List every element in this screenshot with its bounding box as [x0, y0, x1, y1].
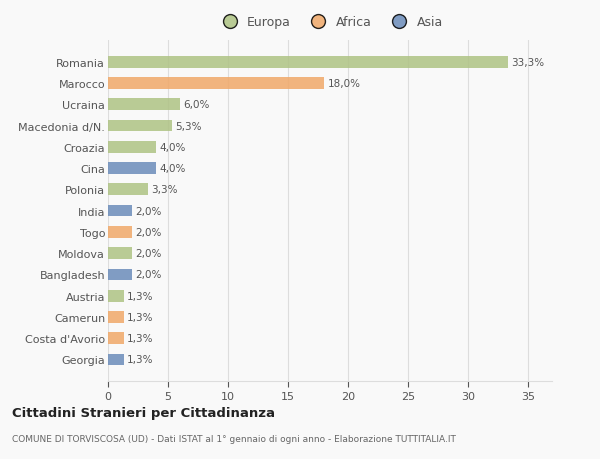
Text: Cittadini Stranieri per Cittadinanza: Cittadini Stranieri per Cittadinanza	[12, 406, 275, 419]
Bar	[108, 311, 124, 323]
Text: 18,0%: 18,0%	[328, 79, 361, 89]
Legend: Europa, Africa, Asia: Europa, Africa, Asia	[215, 14, 445, 32]
Text: 1,3%: 1,3%	[127, 334, 154, 343]
Bar	[108, 120, 172, 132]
Text: 2,0%: 2,0%	[136, 227, 162, 237]
Text: 1,3%: 1,3%	[127, 312, 154, 322]
Text: 2,0%: 2,0%	[136, 206, 162, 216]
Text: 4,0%: 4,0%	[160, 142, 186, 152]
Bar	[108, 78, 324, 90]
Text: 2,0%: 2,0%	[136, 270, 162, 280]
Bar	[108, 57, 508, 68]
Bar	[108, 290, 124, 302]
Text: 1,3%: 1,3%	[127, 355, 154, 365]
Text: 3,3%: 3,3%	[151, 185, 178, 195]
Bar	[108, 354, 124, 365]
Text: 5,3%: 5,3%	[175, 121, 202, 131]
Bar	[108, 248, 132, 259]
Text: 1,3%: 1,3%	[127, 291, 154, 301]
Bar	[108, 333, 124, 344]
Bar	[108, 269, 132, 280]
Bar	[108, 184, 148, 196]
Bar	[108, 142, 156, 153]
Bar	[108, 227, 132, 238]
Text: COMUNE DI TORVISCOSA (UD) - Dati ISTAT al 1° gennaio di ogni anno - Elaborazione: COMUNE DI TORVISCOSA (UD) - Dati ISTAT a…	[12, 434, 456, 443]
Bar	[108, 205, 132, 217]
Text: 2,0%: 2,0%	[136, 249, 162, 258]
Text: 33,3%: 33,3%	[511, 57, 544, 67]
Bar	[108, 99, 180, 111]
Text: 6,0%: 6,0%	[184, 100, 210, 110]
Bar	[108, 163, 156, 174]
Text: 4,0%: 4,0%	[160, 164, 186, 174]
